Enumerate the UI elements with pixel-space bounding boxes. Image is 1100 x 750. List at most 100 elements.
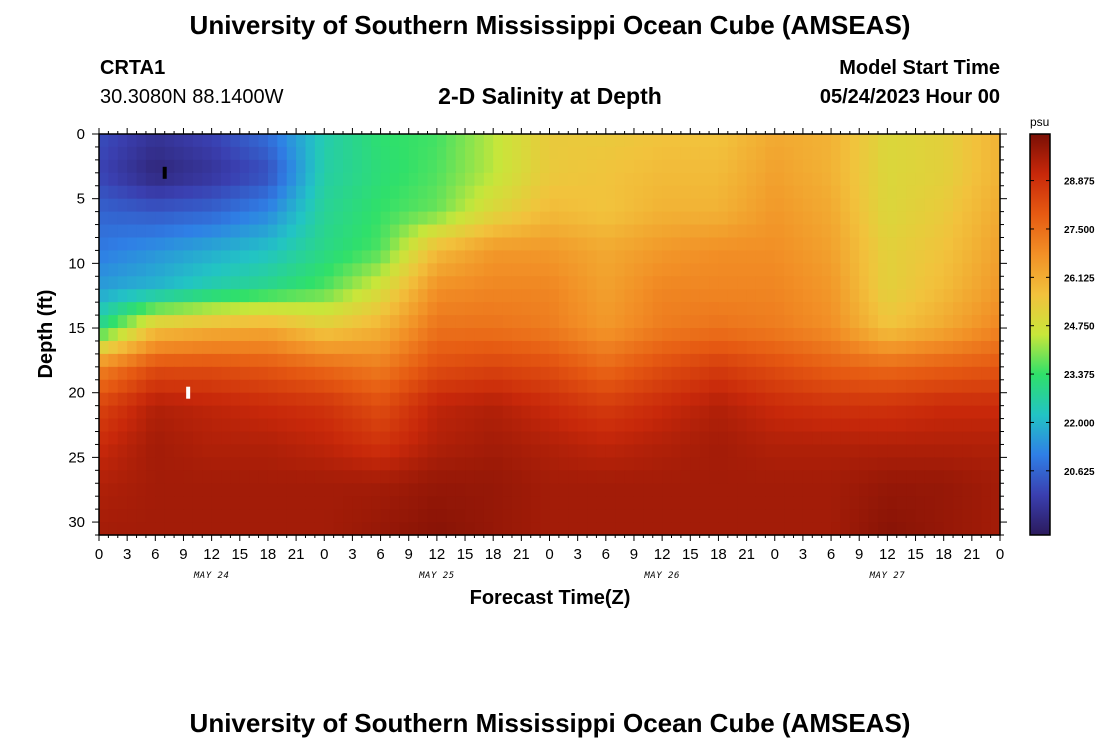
heatmap-cell bbox=[465, 522, 476, 536]
heatmap-cell bbox=[230, 250, 241, 264]
heatmap-cell bbox=[540, 134, 551, 148]
heatmap-cell bbox=[361, 276, 372, 290]
heatmap-cell bbox=[746, 211, 757, 226]
heatmap-cell bbox=[859, 522, 870, 536]
heatmap-cell bbox=[249, 250, 260, 264]
heatmap-cell bbox=[511, 224, 522, 239]
heatmap-cell bbox=[859, 146, 870, 161]
heatmap-cell bbox=[493, 444, 504, 458]
heatmap-cell bbox=[164, 263, 175, 277]
heatmap-cell bbox=[408, 379, 419, 394]
heatmap-cell bbox=[624, 522, 635, 536]
heatmap-cell bbox=[990, 328, 1001, 342]
heatmap-cell bbox=[314, 289, 325, 303]
heatmap-cell bbox=[286, 522, 297, 536]
heatmap-cell bbox=[840, 237, 851, 252]
heatmap-cell bbox=[624, 302, 635, 316]
heatmap-cell bbox=[436, 444, 447, 458]
heatmap-cell bbox=[605, 457, 616, 471]
heatmap-cell bbox=[605, 276, 616, 290]
heatmap-cell bbox=[352, 263, 363, 277]
heatmap-cell bbox=[108, 276, 119, 290]
heatmap-cell bbox=[277, 457, 288, 471]
heatmap-cell bbox=[221, 340, 231, 355]
heatmap-cell bbox=[192, 353, 203, 368]
heatmap-cell bbox=[267, 431, 278, 446]
heatmap-cell bbox=[981, 289, 992, 303]
heatmap-cell bbox=[343, 302, 354, 316]
heatmap-cell bbox=[399, 353, 410, 368]
heatmap-cell bbox=[427, 198, 438, 213]
heatmap-cell bbox=[812, 496, 823, 510]
heatmap-cell bbox=[211, 496, 222, 510]
heatmap-cell bbox=[465, 289, 476, 303]
heatmap-cell bbox=[896, 444, 907, 458]
heatmap-cell bbox=[709, 496, 720, 510]
heatmap-cell bbox=[680, 211, 691, 226]
heatmap-cell bbox=[277, 224, 288, 239]
heatmap-cell bbox=[389, 276, 400, 290]
heatmap-cell bbox=[568, 224, 579, 239]
heatmap-cell bbox=[174, 379, 185, 394]
heatmap-cell bbox=[971, 353, 982, 368]
heatmap-cell bbox=[633, 405, 644, 420]
heatmap-cell bbox=[718, 353, 729, 368]
heatmap-cell bbox=[211, 405, 222, 420]
heatmap-cell bbox=[624, 418, 635, 433]
heatmap-cell bbox=[793, 522, 804, 536]
heatmap-cell bbox=[549, 159, 560, 174]
heatmap-cell bbox=[408, 289, 419, 303]
heatmap-cell bbox=[849, 159, 860, 174]
heatmap-cell bbox=[230, 146, 241, 161]
heatmap-cell bbox=[652, 315, 663, 329]
heatmap-cell bbox=[671, 211, 682, 226]
heatmap-cell bbox=[680, 431, 691, 446]
heatmap-cell bbox=[493, 224, 504, 239]
heatmap-cell bbox=[615, 353, 626, 368]
heatmap-cell bbox=[108, 483, 119, 497]
heatmap-cell bbox=[418, 431, 429, 446]
heatmap-cell bbox=[558, 237, 569, 252]
heatmap-cell bbox=[652, 276, 663, 290]
heatmap-cell bbox=[915, 224, 926, 239]
heatmap-cell bbox=[446, 315, 457, 329]
heatmap-cell bbox=[371, 522, 382, 536]
heatmap-cell bbox=[117, 457, 128, 471]
heatmap-cell bbox=[305, 302, 316, 316]
heatmap-cell bbox=[793, 198, 804, 213]
heatmap-cell bbox=[774, 315, 785, 329]
heatmap-cell bbox=[727, 522, 738, 536]
heatmap-cell bbox=[962, 366, 973, 381]
heatmap-cell bbox=[953, 444, 964, 458]
heatmap-cell bbox=[127, 509, 138, 523]
heatmap-cell bbox=[718, 224, 729, 239]
heatmap-cell bbox=[737, 134, 748, 148]
heatmap-cell bbox=[136, 134, 147, 148]
heatmap-cell bbox=[371, 146, 382, 161]
heatmap-cell bbox=[343, 224, 354, 239]
heatmap-cell bbox=[305, 289, 316, 303]
heatmap-cell bbox=[587, 483, 598, 497]
heatmap-cell bbox=[577, 366, 588, 381]
heatmap-cell bbox=[192, 315, 203, 329]
heatmap-cell bbox=[662, 263, 673, 277]
heatmap-cell bbox=[249, 405, 260, 420]
heatmap-cell bbox=[530, 392, 541, 407]
heatmap-cell bbox=[840, 172, 851, 187]
heatmap-cell bbox=[511, 418, 522, 433]
heatmap-cell bbox=[896, 379, 907, 394]
heatmap-cell bbox=[596, 470, 607, 484]
heatmap-cell bbox=[577, 328, 588, 342]
heatmap-cell bbox=[709, 379, 720, 394]
heatmap-cell bbox=[474, 366, 485, 381]
heatmap-cell bbox=[361, 302, 372, 316]
heatmap-cell bbox=[455, 328, 466, 342]
heatmap-cell bbox=[596, 134, 607, 148]
heatmap-cell bbox=[324, 366, 335, 381]
heatmap-cell bbox=[145, 470, 156, 484]
heatmap-cell bbox=[849, 405, 860, 420]
heatmap-cell bbox=[192, 276, 203, 290]
heatmap-cell bbox=[568, 237, 579, 252]
heatmap-cell bbox=[718, 159, 729, 174]
heatmap-cell bbox=[530, 134, 541, 148]
